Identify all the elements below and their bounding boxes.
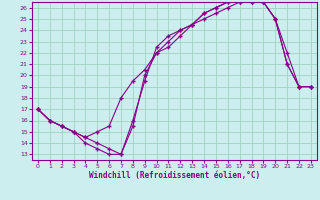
X-axis label: Windchill (Refroidissement éolien,°C): Windchill (Refroidissement éolien,°C) <box>89 171 260 180</box>
